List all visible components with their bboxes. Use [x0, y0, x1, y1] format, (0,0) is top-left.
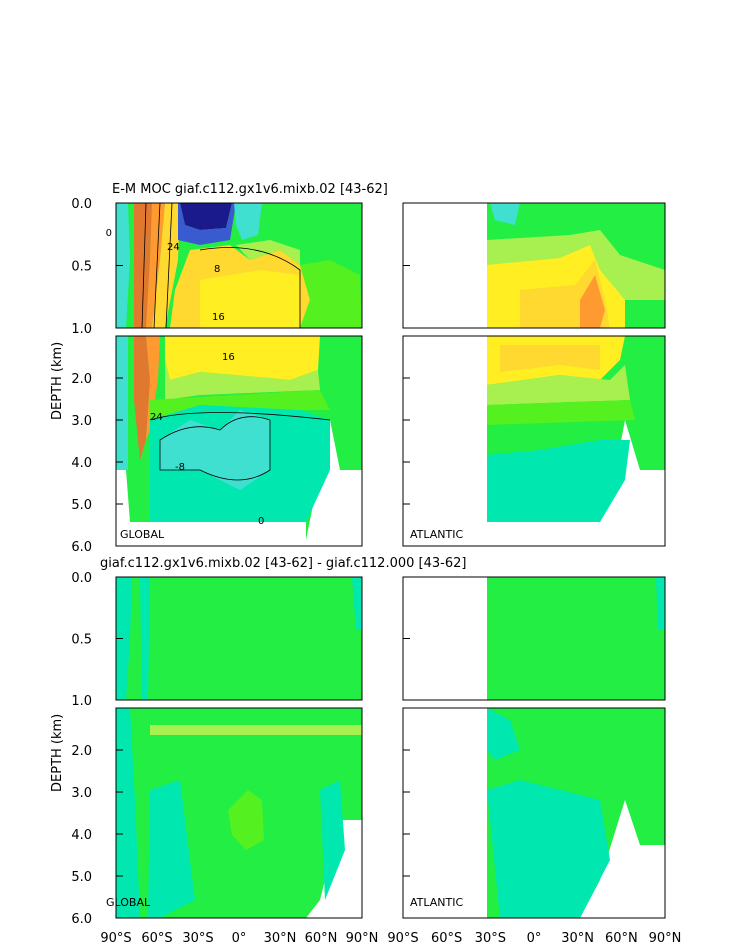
y-axis-label-bottom: DEPTH (km) [50, 714, 65, 792]
svg-text:16: 16 [222, 352, 235, 363]
y-tick-label: 0.5 [71, 260, 92, 275]
axes-layer: 0.0 0.5 1.0 2.0 3.0 4.0 5.0 6.0 0.0 0.5 1.0 2.0 3.0 4… [71, 197, 681, 945]
svg-text:24: 24 [150, 412, 163, 423]
panel-label: ATLANTIC [410, 528, 463, 541]
y-tick-label: 0.0 [71, 197, 92, 212]
y-tick-label: 6.0 [71, 912, 92, 927]
y-tick-label: 3.0 [71, 786, 92, 801]
y-tick-label: 5.0 [71, 498, 92, 513]
y-tick-label: 1.0 [71, 322, 92, 337]
y-tick-label: 2.0 [71, 372, 92, 387]
figure-title-top: E-M MOC giaf.c112.gx1v6.mixb.02 [43-62] [112, 182, 388, 197]
x-tick-label: 60°N [305, 931, 338, 945]
x-tick-label: 60°S [141, 931, 172, 945]
x-tick-label: 60°N [605, 931, 638, 945]
y-tick-label: 0.5 [71, 633, 92, 648]
y-axis-label-top: DEPTH (km) [50, 342, 65, 420]
y-tick-label: 3.0 [71, 414, 92, 429]
y-tick-label: 1.0 [71, 694, 92, 709]
svg-text:16: 16 [212, 312, 225, 323]
panel-label: GLOBAL [120, 528, 165, 541]
svg-text:-8: -8 [175, 462, 185, 473]
panel-label: GLOBAL [106, 896, 151, 909]
svg-text:24: 24 [167, 242, 180, 253]
figure-title-bottom: giaf.c112.gx1v6.mixb.02 [43-62] - giaf.c… [100, 556, 466, 571]
x-tick-label: 0° [232, 931, 247, 945]
x-tick-label: 0° [527, 931, 542, 945]
x-tick-label: 90°N [649, 931, 682, 945]
y-tick-label: 5.0 [71, 870, 92, 885]
x-tick-label: 90°S [100, 931, 131, 945]
y-tick-label: 4.0 [71, 456, 92, 471]
y-tick-label: 6.0 [71, 540, 92, 555]
x-tick-label: 30°S [182, 931, 213, 945]
y-tick-label: 2.0 [71, 744, 92, 759]
svg-text:8: 8 [214, 264, 220, 275]
x-tick-label: 30°N [264, 931, 297, 945]
x-tick-label: 30°N [561, 931, 594, 945]
panel-global-moc: 0 24 8 16 24 16 -8 0 GLOBAL [106, 202, 363, 547]
svg-text:0: 0 [106, 228, 112, 239]
y-tick-label: 0.0 [71, 571, 92, 586]
y-tick-label: 4.0 [71, 828, 92, 843]
svg-text:0: 0 [258, 516, 264, 527]
x-tick-label: 60°S [431, 931, 462, 945]
panel-atlantic-diff: ATLANTIC [402, 576, 666, 919]
x-tick-label: 90°N [346, 931, 379, 945]
panel-atlantic-moc: ATLANTIC [402, 202, 666, 547]
x-tick-label: 90°S [387, 931, 418, 945]
x-tick-label: 30°S [475, 931, 506, 945]
panel-label: ATLANTIC [410, 896, 463, 909]
panel-global-diff: GLOBAL [106, 576, 363, 919]
